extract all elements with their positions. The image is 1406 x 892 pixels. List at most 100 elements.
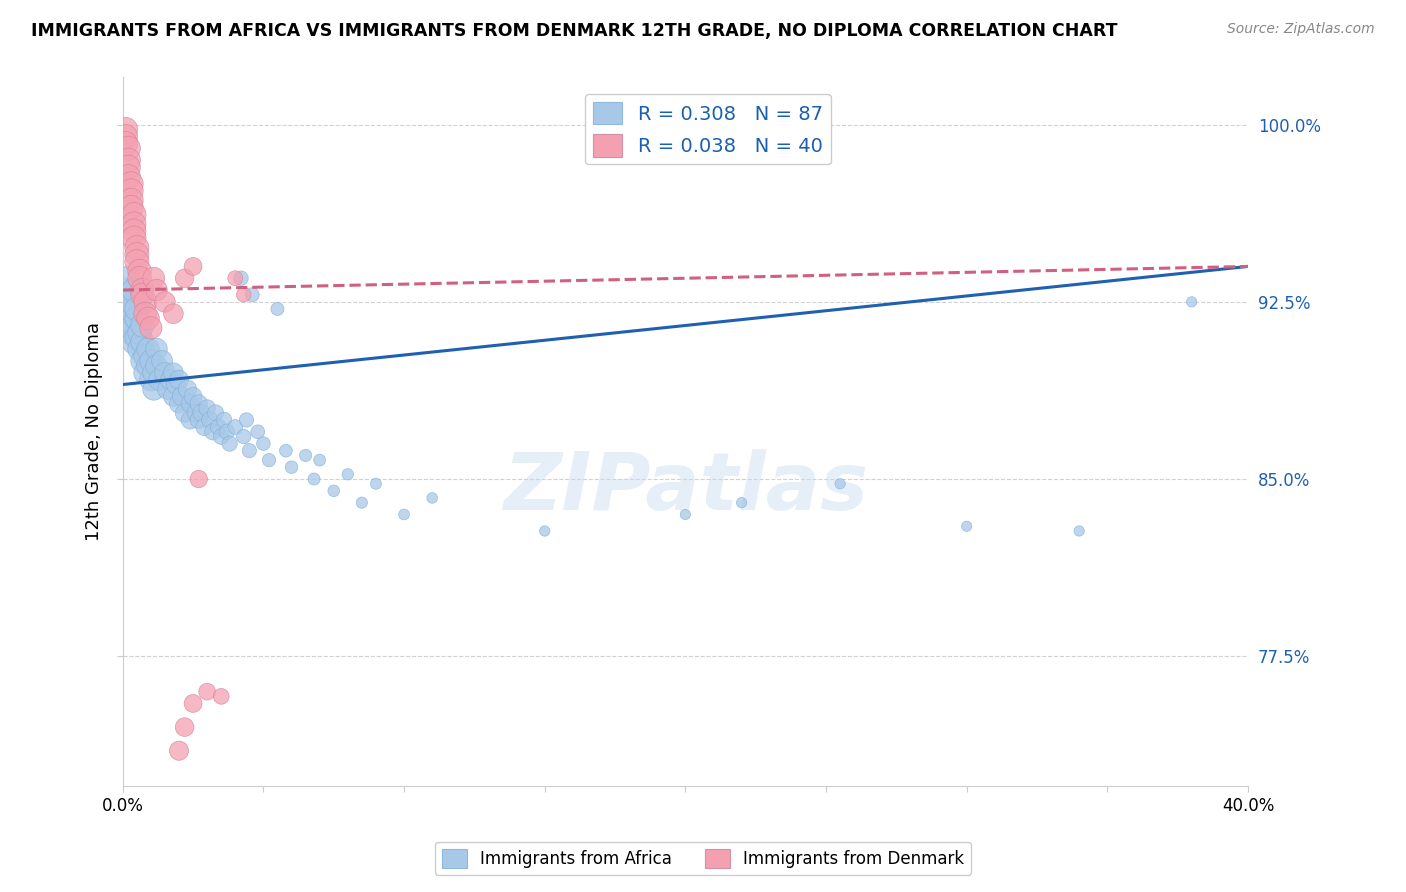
Point	[131, 283, 153, 297]
Point	[136, 342, 159, 356]
Point	[122, 207, 145, 221]
Point	[162, 389, 184, 403]
Point	[145, 342, 167, 356]
Point	[131, 334, 153, 349]
Y-axis label: 12th Grade, No Diploma: 12th Grade, No Diploma	[86, 322, 103, 541]
Point	[246, 425, 269, 439]
Point	[117, 169, 139, 184]
Point	[125, 301, 148, 316]
Legend: R = 0.308   N = 87, R = 0.038   N = 40: R = 0.308 N = 87, R = 0.038 N = 40	[585, 95, 831, 164]
Point	[153, 294, 176, 309]
Point	[232, 429, 254, 443]
Point	[136, 311, 159, 326]
Point	[274, 443, 297, 458]
Legend: Immigrants from Africa, Immigrants from Denmark: Immigrants from Africa, Immigrants from …	[434, 842, 972, 875]
Point	[240, 287, 263, 301]
Point	[252, 436, 274, 450]
Point	[224, 420, 246, 434]
Point	[165, 377, 187, 392]
Point	[145, 283, 167, 297]
Point	[232, 287, 254, 301]
Point	[120, 194, 142, 208]
Point	[238, 443, 260, 458]
Point	[120, 294, 142, 309]
Point	[828, 476, 851, 491]
Point	[120, 307, 142, 321]
Point	[134, 294, 156, 309]
Point	[128, 326, 150, 340]
Point	[336, 467, 359, 482]
Point	[176, 382, 198, 396]
Point	[218, 436, 240, 450]
Point	[162, 366, 184, 380]
Point	[122, 318, 145, 333]
Point	[125, 254, 148, 268]
Point	[131, 287, 153, 301]
Point	[195, 684, 218, 698]
Point	[120, 200, 142, 214]
Point	[1069, 524, 1091, 538]
Point	[125, 330, 148, 344]
Point	[187, 413, 209, 427]
Point	[198, 413, 221, 427]
Point	[122, 334, 145, 349]
Point	[128, 264, 150, 278]
Point	[302, 472, 325, 486]
Point	[142, 382, 165, 396]
Point	[420, 491, 443, 505]
Text: ZIPatlas: ZIPatlas	[503, 450, 868, 527]
Point	[350, 496, 373, 510]
Point	[125, 240, 148, 254]
Point	[120, 184, 142, 198]
Point	[533, 524, 555, 538]
Point	[187, 396, 209, 410]
Point	[209, 690, 232, 704]
Point	[224, 271, 246, 285]
Point	[142, 366, 165, 380]
Point	[150, 354, 173, 368]
Point	[229, 271, 252, 285]
Point	[114, 283, 136, 297]
Point	[673, 508, 696, 522]
Point	[235, 413, 257, 427]
Point	[181, 389, 204, 403]
Point	[1181, 294, 1204, 309]
Point	[142, 271, 165, 285]
Point	[392, 508, 415, 522]
Point	[308, 453, 330, 467]
Point	[162, 307, 184, 321]
Point	[170, 389, 193, 403]
Point	[117, 271, 139, 285]
Point	[257, 453, 280, 467]
Point	[730, 496, 752, 510]
Point	[134, 307, 156, 321]
Point	[153, 366, 176, 380]
Point	[167, 396, 190, 410]
Point	[190, 406, 212, 420]
Point	[167, 744, 190, 758]
Point	[139, 373, 162, 387]
Point	[117, 153, 139, 168]
Point	[193, 420, 215, 434]
Point	[212, 413, 235, 427]
Point	[125, 311, 148, 326]
Point	[187, 472, 209, 486]
Point	[139, 321, 162, 335]
Point	[148, 373, 170, 387]
Point	[125, 247, 148, 261]
Point	[131, 318, 153, 333]
Point	[122, 231, 145, 245]
Point	[294, 449, 316, 463]
Point	[956, 519, 979, 533]
Point	[114, 129, 136, 144]
Point	[134, 366, 156, 380]
Point	[195, 401, 218, 416]
Point	[280, 460, 302, 475]
Point	[114, 122, 136, 136]
Point	[181, 697, 204, 711]
Point	[117, 141, 139, 155]
Point	[179, 413, 201, 427]
Point	[173, 271, 195, 285]
Point	[122, 224, 145, 238]
Point	[201, 425, 224, 439]
